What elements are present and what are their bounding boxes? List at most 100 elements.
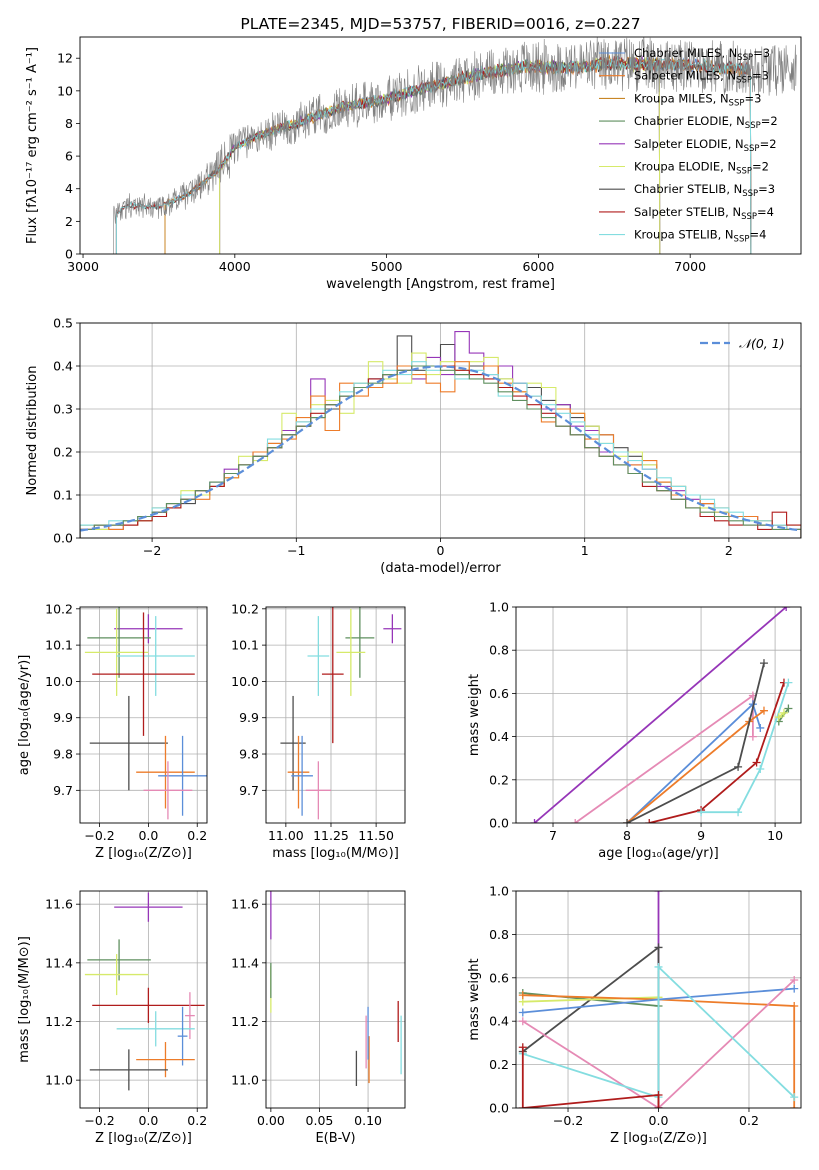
- y-tick-label: 11.2: [45, 1014, 73, 1029]
- weight-marker: [697, 808, 706, 817]
- x-tick-label: 9: [697, 828, 705, 843]
- errorbar-point: [87, 939, 151, 981]
- y-tick-label: 10.1: [231, 638, 259, 653]
- errorbar-point: [92, 612, 195, 736]
- y-tick-label: 0.2: [53, 445, 73, 460]
- weight-marker: [756, 765, 765, 773]
- x-tick-label: −0.2: [84, 828, 114, 843]
- weight-series-line: [521, 1047, 660, 1108]
- y-tick-label: 0.4: [489, 729, 509, 744]
- errorbar-point: [177, 1006, 188, 1066]
- weight_vs_Z-plot-area: [518, 891, 799, 1108]
- y-tick-label: 11.4: [45, 955, 73, 970]
- spectrum-plot-area: [113, 37, 797, 254]
- legend-entry: Kroupa STELIB, NSSP=4: [634, 228, 766, 245]
- weight-marker: [645, 819, 654, 823]
- x-tick-label: 1: [581, 543, 589, 558]
- weight-marker: [752, 758, 761, 767]
- x-tick-label: 10: [767, 828, 783, 843]
- legend-entry: Kroupa ELODIE, NSSP=2: [634, 160, 769, 177]
- y-tick-label: 10.1: [45, 638, 73, 653]
- weight-series-line: [522, 979, 795, 1108]
- weight_vs_Z-axes: −0.2 0.0 0.2 0.0 0.2 0.4 0.6 0.8 1.0 Z [log₁₀(Z/Z…: [467, 884, 801, 1146]
- y-tick-label: 0.0: [489, 816, 509, 831]
- x-tick-label: 0.0: [138, 1113, 158, 1128]
- chart-title: PLATE=2345, MJD=53757, FIBERID=0016, z=0…: [240, 15, 640, 33]
- weight-series-line: [648, 682, 785, 823]
- errorbar-point: [136, 1042, 195, 1078]
- weight-marker: [774, 713, 783, 722]
- x-tick-label: −0.2: [84, 1113, 114, 1128]
- errorbar-point: [287, 735, 310, 809]
- weight-series-line: [626, 709, 765, 823]
- residuals-plot-area: [80, 331, 801, 538]
- x-axis-label: mass [log₁₀(M/M⊙)]: [272, 846, 399, 861]
- residuals-axes: −2 −1 0 1 2 0.0 0.1 0.2 0.3 0.4 0.5 (data-model)/er…: [25, 316, 801, 576]
- y-tick-label: 10.2: [45, 601, 73, 616]
- weight-marker: [782, 607, 791, 611]
- y-tick-label: 9.7: [239, 783, 259, 798]
- legend-entry: Salpeter MILES, NSSP=3: [634, 69, 769, 86]
- y-tick-label: 0.3: [53, 402, 73, 417]
- legend-entry: Salpeter STELIB, NSSP=4: [634, 205, 774, 222]
- x-tick-label: 5000: [371, 259, 403, 274]
- x-tick-label: 0.05: [306, 1113, 334, 1128]
- weight-marker: [518, 1104, 527, 1108]
- weight-series-line: [522, 994, 796, 1108]
- legend-entry: Chabrier MILES, NSSP=3: [634, 46, 770, 63]
- axes-frame: [79, 322, 802, 539]
- axes-frame: [79, 890, 208, 1109]
- errorbar-point: [383, 614, 402, 644]
- y-tick-label: 9.9: [239, 710, 259, 725]
- y-tick-label: 0.2: [489, 1057, 509, 1072]
- y-tick-label: 6: [65, 149, 73, 164]
- y-axis-label: mass weight: [467, 674, 482, 756]
- weight-series-line: [626, 702, 762, 823]
- x-axis-label: (data-model)/error: [380, 561, 501, 576]
- x-tick-label: 0.0: [649, 1113, 669, 1128]
- weight-marker: [734, 808, 743, 817]
- spectrum-axes: 3000 4000 5000 6000 7000 0 2 4 6 8 10 12 wavelength …: [25, 15, 797, 292]
- y-tick-label: 8: [65, 116, 73, 131]
- residuals-legend: 𝒩(0, 1): [700, 336, 785, 351]
- y-tick-label: 4: [65, 181, 73, 196]
- errorbar-point: [185, 992, 195, 1040]
- x-tick-label: 0.10: [354, 1113, 382, 1128]
- errorbar-point: [116, 616, 195, 696]
- x-tick-label: 6000: [522, 259, 554, 274]
- spectrum-legend: Chabrier MILES, NSSP=3 Salpeter MILES, NS…: [599, 46, 778, 245]
- y-tick-label: 0.4: [53, 359, 73, 374]
- y-axis-label: mass weight: [467, 958, 482, 1040]
- errorbar-point: [321, 607, 344, 744]
- x-tick-label: 11.50: [358, 828, 394, 843]
- y-tick-label: 9.8: [53, 747, 73, 762]
- errorbar-point: [307, 616, 330, 696]
- errorbar-point: [158, 735, 207, 816]
- errorbar-point: [136, 735, 195, 809]
- axes-frame: [265, 890, 406, 1109]
- weight-series-line: [778, 712, 785, 718]
- x-axis-label: Z [log₁₀(Z/Z⊙)]: [610, 1131, 707, 1146]
- mass_vs_ebv-plot-area: [270, 891, 402, 1087]
- weight-series-line: [522, 945, 660, 1108]
- x-tick-label: 11.00: [268, 828, 304, 843]
- errorbar-point: [114, 614, 183, 644]
- axes-frame: [79, 606, 208, 824]
- weight-marker: [790, 975, 799, 984]
- y-axis-label: age [log₁₀(age/yr)]: [17, 655, 32, 776]
- y-tick-label: 0.6: [489, 686, 509, 701]
- weight-marker: [790, 984, 799, 993]
- axes-frame: [515, 606, 802, 824]
- y-tick-label: 9.7: [53, 783, 73, 798]
- x-tick-label: 0.2: [739, 1113, 759, 1128]
- errorbar-point: [92, 987, 205, 1023]
- x-tick-label: 0.0: [138, 828, 158, 843]
- legend-entry: Salpeter ELODIE, NSSP=2: [634, 137, 777, 154]
- x-tick-label: −1: [287, 543, 305, 558]
- y-tick-label: 11.0: [231, 1073, 259, 1088]
- y-tick-label: 0: [65, 247, 73, 262]
- legend-entry: Chabrier ELODIE, NSSP=2: [634, 114, 778, 131]
- normal-curve-line: [80, 365, 801, 532]
- errorbar-point: [336, 608, 366, 696]
